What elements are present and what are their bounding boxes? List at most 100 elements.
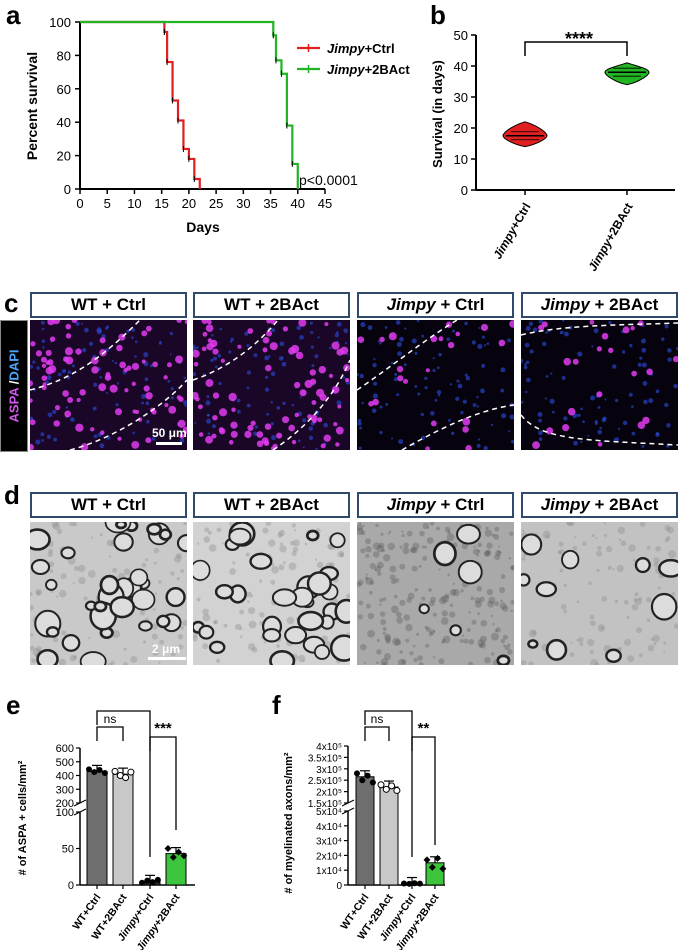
chart-b-violins: Jimpy+Ctrl Jimpy+2BAct [490, 41, 650, 274]
x-tick-label: 25 [209, 196, 223, 211]
y-tick-label: 20 [454, 121, 468, 136]
bar-0 [86, 770, 108, 886]
y-tick-label: 600 [56, 743, 74, 755]
y-tick-label: 100 [56, 807, 74, 819]
y-tick-label: 10 [454, 152, 468, 167]
c-scale-bar [156, 442, 182, 445]
y-tick-label: 0 [461, 183, 468, 198]
fluorescence-panel-3 [521, 320, 678, 450]
panel-label-b: b [430, 0, 446, 30]
significance-label: ns [104, 712, 117, 726]
chart-e-ylabel: # of ASPA + cells/mm² [17, 760, 29, 875]
y-tick-label: 60 [57, 82, 71, 97]
chart-f-ylabel: # of myelinated axons/mm² [283, 752, 295, 894]
chart-a-axes: 0 5 10 15 20 25 30 35 40 45 0 20 40 60 80 100 [49, 15, 332, 211]
fluorescence-image-0 [30, 320, 187, 450]
data-point [393, 786, 401, 794]
y-tick-label: 2x10⁵ [316, 788, 342, 799]
x-tick-label: 40 [291, 196, 305, 211]
survival-curve-chart: 0 5 10 15 20 25 30 35 40 45 0 20 40 60 80 100 Jimpy+Ctr… [24, 15, 410, 235]
em-panel-0: 2 μm [30, 522, 187, 665]
data-point [164, 845, 172, 852]
data-point [111, 767, 119, 775]
y-tick-label: 20 [57, 149, 71, 164]
y-tick-label: 40 [57, 115, 71, 130]
y-tick-label: 500 [56, 757, 74, 769]
data-point [388, 782, 396, 790]
em-image-2 [357, 522, 514, 665]
data-point [139, 879, 145, 886]
data-point [96, 767, 103, 773]
significance-bracket [411, 736, 436, 857]
data-point [439, 865, 447, 873]
data-point [91, 769, 98, 776]
data-point [416, 880, 423, 887]
data-point [122, 774, 130, 782]
y-tick-label: 200 [56, 798, 74, 810]
em-panel-2 [357, 522, 514, 665]
data-point [406, 880, 413, 887]
y-tick-label: 2.5x10⁵ [308, 776, 342, 787]
chart-b-significance: **** [565, 29, 593, 49]
y-tick-label: 4x10⁵ [316, 742, 342, 753]
significance-bracket [96, 710, 151, 751]
data-point [101, 770, 108, 777]
y-tick-label: 300 [56, 784, 74, 796]
survival-violin-chart: 0 10 20 30 40 50 Jimpy+Ctrl Jimpy+2BAct Surviv… [430, 28, 675, 274]
bar-1 [112, 773, 134, 886]
em-panel-3 [521, 522, 678, 665]
em-image-0 [30, 522, 187, 665]
chart-a-series [80, 20, 299, 189]
c-header-0: WT + Ctrl [30, 292, 187, 318]
data-point [175, 848, 183, 856]
c-scale-bar-label: 50 μm [152, 426, 187, 440]
fluorescence-image-3 [521, 320, 678, 450]
legend-label-1: Jimpy+2BAct [327, 62, 410, 77]
data-point [434, 854, 442, 862]
c-header-3: Jimpy + 2BAct [521, 292, 678, 318]
data-point [169, 853, 177, 861]
y-tick-label: 400 [56, 771, 74, 783]
significance-bracket [364, 726, 390, 741]
bar-0 [355, 776, 375, 886]
y-tick-label: 0 [64, 182, 71, 197]
x-tick-label: 30 [236, 196, 250, 211]
em-panel-1 [193, 522, 350, 665]
data-point [354, 770, 360, 777]
data-point [364, 772, 371, 779]
bar-3 [425, 862, 445, 886]
data-point [359, 777, 366, 784]
panel-label-c: c [4, 288, 19, 318]
significance-bracket [149, 736, 177, 857]
d-header-0: WT + Ctrl [30, 492, 187, 518]
c-header-1: WT + 2BAct [193, 292, 350, 318]
d-scale-bar-label: 2 μm [152, 642, 181, 656]
bar-1 [379, 786, 399, 886]
d-header-1: WT + 2BAct [193, 492, 350, 518]
violin-0 [502, 121, 548, 148]
y-tick-label: 80 [57, 48, 71, 63]
violin-1 [604, 62, 650, 86]
chart-a-xlabel: Days [186, 219, 220, 235]
dapi-label: DAPI [6, 349, 22, 381]
data-point [401, 880, 407, 887]
significance-label: *** [380, 705, 398, 711]
data-point [369, 779, 376, 786]
data-point [149, 879, 156, 886]
x-tick-label: 20 [182, 196, 196, 211]
fluorescence-panel-1 [193, 320, 350, 450]
x-tick-label: 10 [127, 196, 141, 211]
data-point [127, 768, 135, 776]
x-category-label-0: Jimpy+Ctrl [490, 201, 533, 262]
survival-series-line-0 [80, 20, 201, 189]
c-header-2: Jimpy + Ctrl [357, 292, 514, 318]
y-tick-label: 50 [454, 28, 468, 43]
y-tick-label: 5x10⁴ [316, 807, 342, 818]
chart-a-ylabel: Percent survival [24, 52, 40, 160]
d-header-3: Jimpy + 2BAct [521, 492, 678, 518]
survival-series-line-1 [80, 20, 299, 189]
significance-label: ** [418, 720, 430, 737]
legend-label-0: Jimpy+Ctrl [327, 41, 395, 56]
y-tick-label: 3x10⁴ [316, 837, 342, 848]
y-tick-label: 40 [454, 59, 468, 74]
